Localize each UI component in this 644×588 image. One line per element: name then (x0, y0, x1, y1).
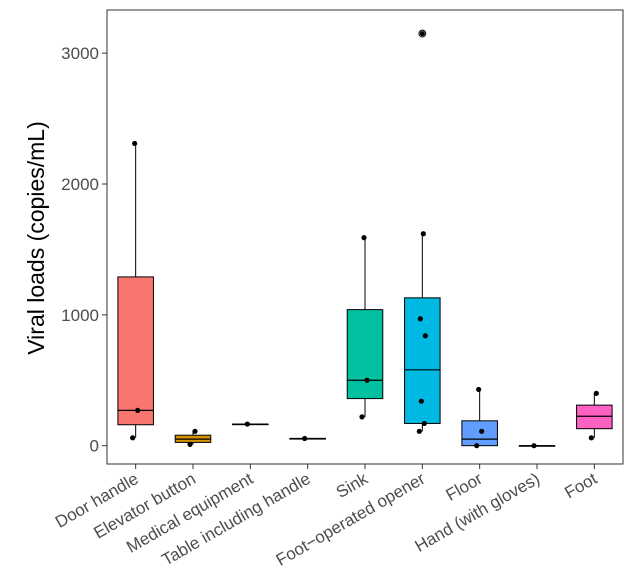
data-point (364, 377, 370, 383)
data-point (361, 235, 367, 241)
data-point (593, 390, 599, 396)
y-tick-label: 2000 (61, 175, 99, 194)
data-point (421, 420, 427, 427)
data-point (417, 316, 423, 322)
data-point (418, 398, 424, 404)
box-iqr (404, 297, 441, 424)
y-tick-label: 3000 (61, 44, 99, 63)
box-iqr (576, 404, 613, 430)
data-point (187, 441, 193, 447)
x-category-label: Foot (561, 469, 600, 503)
data-point (135, 407, 141, 413)
data-point (359, 414, 365, 420)
data-point (422, 333, 428, 339)
box-iqr (461, 420, 498, 447)
y-tick-label: 1000 (61, 306, 99, 325)
data-point (192, 428, 198, 434)
data-point (531, 443, 537, 449)
box-iqr (346, 309, 384, 400)
x-category-label: Sink (333, 469, 372, 502)
data-point (474, 443, 480, 449)
y-axis-title: Viral loads (copies/mL) (23, 121, 49, 355)
data-point (416, 428, 422, 434)
data-point (419, 30, 425, 37)
data-point (476, 386, 482, 393)
outlier-point (418, 29, 427, 38)
data-point (132, 140, 138, 147)
data-point (244, 421, 250, 427)
data-point (479, 428, 485, 434)
y-tick-label: 0 (90, 437, 99, 456)
data-point (302, 435, 308, 442)
data-point (420, 231, 426, 237)
box-iqr (117, 276, 154, 426)
data-point (588, 435, 594, 441)
data-point (130, 435, 136, 441)
